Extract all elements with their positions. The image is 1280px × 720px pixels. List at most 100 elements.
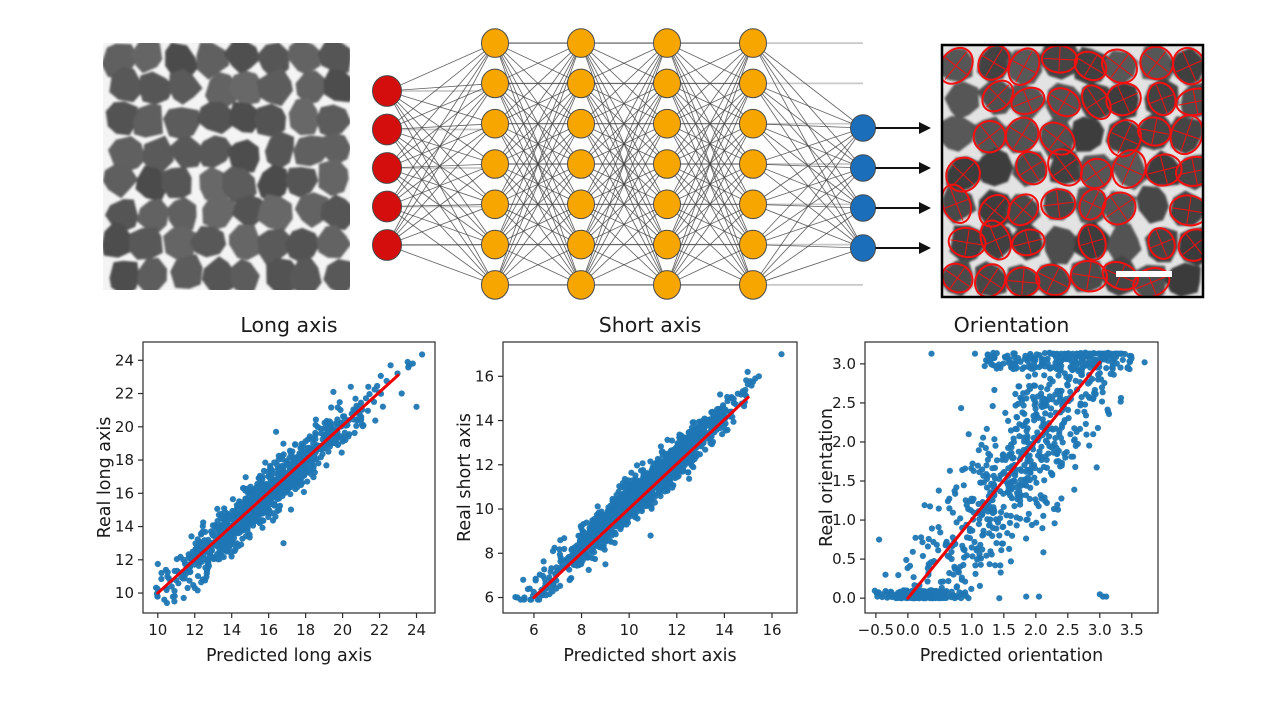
y-axis-label: Real long axis: [95, 417, 115, 539]
cell-ellipse: [945, 156, 981, 193]
nn-node-input: [372, 229, 402, 261]
x-tick-label: 8: [577, 621, 587, 639]
x-axis-label: Predicted long axis: [206, 646, 372, 666]
y-tick-label: 16: [475, 367, 494, 385]
cell-ellipse: [1105, 82, 1142, 117]
cell-ellipse: [1111, 149, 1147, 189]
y-tick-label: 6: [484, 589, 494, 607]
nn-node-hidden: [739, 189, 767, 220]
nn-node-hidden: [739, 28, 767, 58]
x-tick-label: 14: [715, 621, 734, 639]
cell-ellipse: [1040, 188, 1077, 220]
cell-ellipse: [1107, 119, 1142, 158]
y-tick-label: 20: [115, 418, 134, 436]
y-tick-label: 14: [475, 412, 494, 430]
cell-ellipse: [1147, 227, 1176, 260]
nn-layer-hidden: [481, 28, 509, 300]
x-tick-label: 12: [667, 621, 686, 639]
x-tick-label: −0.5: [858, 621, 894, 639]
nn-node-hidden: [653, 270, 681, 300]
nn-node-hidden: [567, 189, 595, 220]
cell-ellipse: [942, 262, 974, 294]
x-axis-label: Predicted orientation: [920, 646, 1103, 666]
y-axis-label: Real short axis: [455, 413, 475, 542]
nn-layer-hidden: [739, 28, 767, 300]
cell-ellipse: [1046, 87, 1081, 118]
nn-layer-hidden: [567, 28, 595, 300]
cell-ellipse: [1172, 46, 1203, 86]
nn-node-hidden: [739, 270, 767, 300]
cell-ellipse: [979, 219, 1012, 261]
cell-ellipse: [974, 263, 1007, 297]
cell-ellipse: [1004, 116, 1040, 153]
x-tick-label: 16: [762, 621, 781, 639]
nn-node-hidden: [567, 229, 595, 260]
x-tick-label: 0.0: [896, 621, 920, 639]
nn-layer-input: [372, 75, 402, 261]
neural-network-diagram: [372, 28, 931, 300]
nn-node-hidden: [481, 189, 509, 220]
scatter-points: [512, 351, 785, 603]
cell-ellipse: [1078, 187, 1107, 221]
cell-ellipse: [981, 79, 1015, 113]
x-axis-label: Predicted short axis: [563, 646, 736, 666]
x-tick-label: 16: [259, 621, 278, 639]
fit-line: [156, 373, 400, 595]
cell-ellipse: [1015, 150, 1048, 186]
cell-ellipse: [1035, 263, 1071, 297]
nn-node-output: [850, 194, 876, 222]
nn-node-output: [850, 234, 876, 262]
nn-node-hidden: [653, 28, 681, 58]
nn-node-hidden: [481, 149, 509, 179]
y-tick-label: 0.0: [832, 589, 856, 607]
cell-ellipse: [1007, 193, 1040, 227]
nn-node-hidden: [653, 68, 681, 99]
y-tick-label: 12: [475, 456, 494, 474]
cell-ellipse: [1007, 47, 1041, 86]
cell-ellipse: [1039, 121, 1076, 156]
fitted-ellipses-overlay: [942, 45, 1203, 297]
y-tick-label: 18: [115, 451, 134, 469]
nn-layer-output: [850, 114, 876, 262]
nn-node-output: [850, 154, 876, 182]
y-tick-label: 1.5: [832, 472, 856, 490]
y-axis-label: Real orientation: [817, 408, 837, 547]
axis-ticks: 10 12 14 16 18 20 22 24 10 12 14 16 18 20 22 24: [115, 351, 426, 639]
nn-node-hidden: [567, 108, 595, 139]
x-tick-label: 3.5: [1120, 621, 1144, 639]
nn-node-hidden: [481, 68, 509, 99]
x-tick-label: 24: [407, 621, 426, 639]
input-microscopy-image: [103, 43, 350, 290]
tissue-texture: [103, 43, 350, 290]
arrow-head-icon: [919, 202, 931, 214]
nn-node-hidden: [739, 229, 767, 260]
cell-ellipse: [972, 120, 1007, 154]
nn-node-hidden: [567, 270, 595, 300]
cell-ellipse: [1077, 223, 1107, 261]
axis-ticks: 6 8 10 12 14 16 6 8 10 12 14 16: [475, 367, 782, 639]
x-tick-label: 10: [148, 621, 167, 639]
y-tick-label: 2.0: [832, 433, 856, 451]
y-tick-label: 12: [115, 551, 134, 569]
arrow-head-icon: [919, 242, 931, 254]
arrow-head-icon: [919, 122, 931, 134]
x-tick-label: 6: [529, 621, 539, 639]
axes-box: [142, 341, 436, 614]
nn-node-hidden: [567, 68, 595, 99]
nn-node-hidden: [653, 108, 681, 139]
nn-node-input: [372, 75, 402, 107]
nn-node-hidden: [481, 28, 509, 58]
nn-node-hidden: [481, 108, 509, 139]
cell-ellipse: [1069, 260, 1109, 293]
y-tick-label: 3.0: [832, 355, 856, 373]
x-tick-label: 10: [620, 621, 639, 639]
output-arrows: [875, 122, 931, 254]
cell-ellipse: [942, 183, 972, 224]
x-tick-label: 3.0: [1088, 621, 1112, 639]
cell-ellipse: [942, 46, 974, 85]
x-tick-label: 1.5: [992, 621, 1016, 639]
short-axis-plot: 6 8 10 12 14 16 6 8 10 12 14 16 Short axis Predicted …: [455, 313, 798, 666]
nn-node-hidden: [653, 149, 681, 179]
